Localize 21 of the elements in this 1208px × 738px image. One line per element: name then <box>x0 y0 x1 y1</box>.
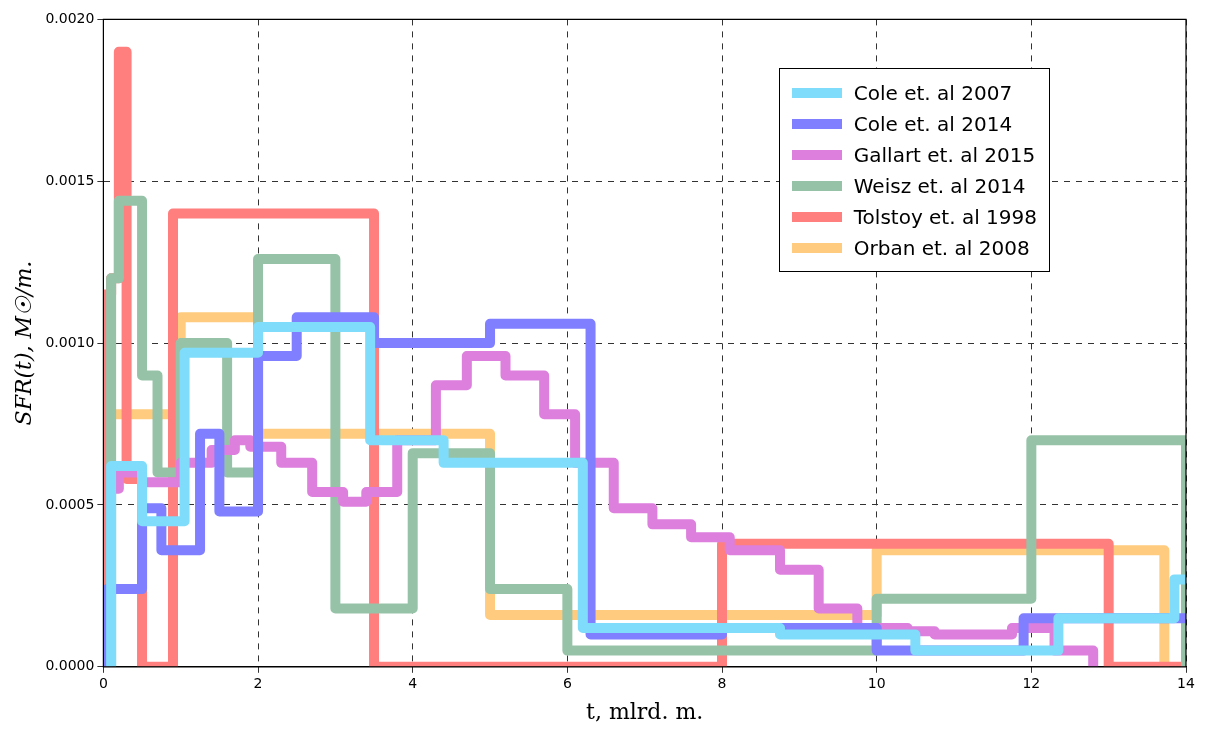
x-tick-label: 6 <box>562 674 572 691</box>
legend-label: Cole et. al 2014 <box>853 111 1013 136</box>
legend-label: Cole et. al 2007 <box>853 80 1013 105</box>
x-tick-label: 4 <box>408 674 418 691</box>
x-tick-label: 12 <box>1022 674 1041 691</box>
legend-label: Weisz et. al 2014 <box>853 173 1026 198</box>
legend-label: Orban et. al 2008 <box>853 235 1030 260</box>
x-tick-label: 8 <box>717 674 727 691</box>
y-tick-label: 0.0010 <box>45 333 95 350</box>
y-axis-title: SFR(t), M☉/m. <box>10 260 36 426</box>
y-tick-label: 0.0000 <box>45 657 95 674</box>
x-tick-label: 14 <box>1177 674 1195 691</box>
y-tick-label: 0.0005 <box>45 495 95 512</box>
y-tick-label: 0.0015 <box>45 171 95 188</box>
legend-label: Tolstoy et. al 1998 <box>853 204 1037 229</box>
x-tick-label: 2 <box>253 674 263 691</box>
x-tick-label: 0 <box>98 674 108 691</box>
y-tick-label: 0.0020 <box>45 10 95 27</box>
legend-label: Gallart et. al 2015 <box>853 142 1036 167</box>
x-tick-label: 10 <box>867 674 886 691</box>
x-axis-title: t, mlrd. m. <box>586 698 704 724</box>
